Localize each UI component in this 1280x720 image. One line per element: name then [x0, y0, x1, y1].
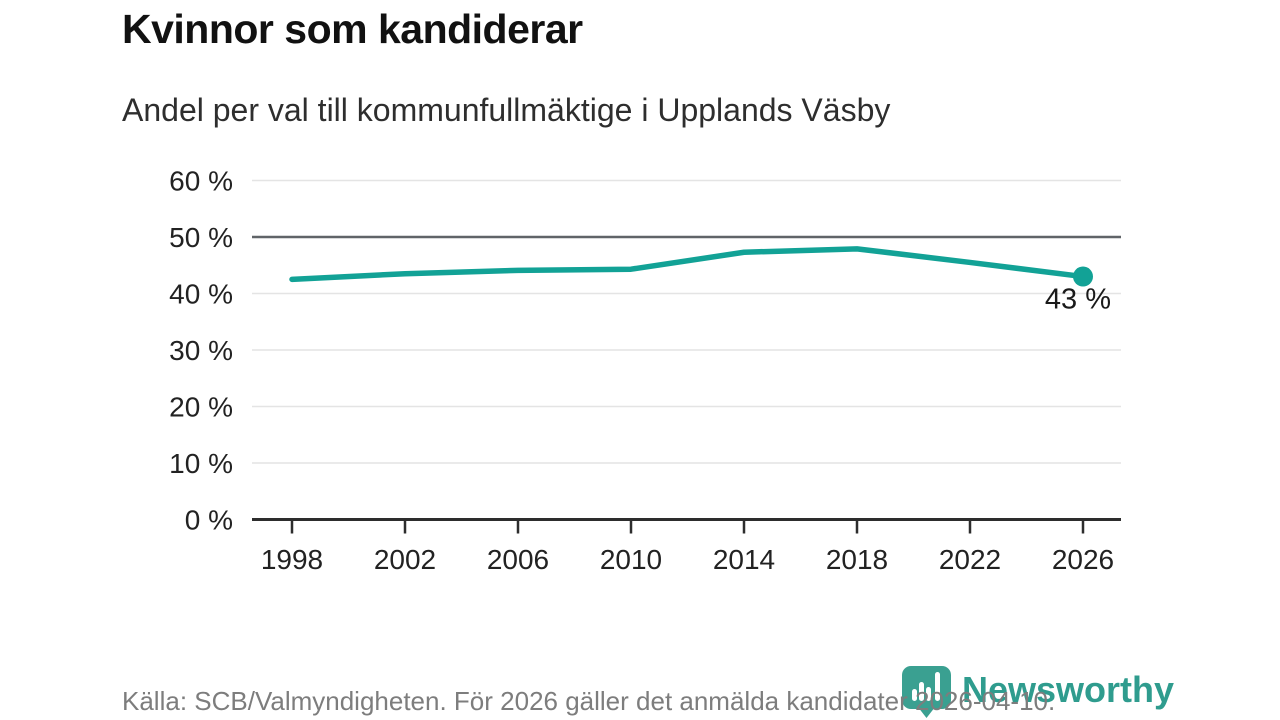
- y-tick-label: 40 %: [169, 279, 233, 310]
- x-tick-label: 1998: [261, 544, 323, 575]
- x-tick-label: 2022: [939, 544, 1001, 575]
- line-chart: 0 % 10 % 20 % 30 % 40 % 50 % 60 % 1998 2002 2006 2…: [169, 166, 1121, 575]
- y-tick-label: 20 %: [169, 392, 233, 423]
- x-tick-label: 2002: [374, 544, 436, 575]
- newsworthy-wordmark: Newsworthy: [962, 669, 1175, 710]
- x-tick-label: 2026: [1052, 544, 1114, 575]
- x-tick-label: 2010: [600, 544, 662, 575]
- source-note: Källa: SCB/Valmyndigheten. För 2026 gäll…: [122, 686, 1056, 716]
- y-tick-label: 10 %: [169, 448, 233, 479]
- x-tick-label: 2014: [713, 544, 775, 575]
- data-line: [289, 246, 1086, 283]
- y-tick-label: 50 %: [169, 222, 233, 253]
- y-tick-label: 60 %: [169, 166, 233, 197]
- end-value-label: 43 %: [1045, 284, 1111, 316]
- chart-subtitle: Andel per val till kommunfullmäktige i U…: [122, 92, 891, 128]
- newsworthy-logo: Newsworthy: [901, 664, 1174, 720]
- x-tick-label: 2006: [487, 544, 549, 575]
- y-tick-label: 30 %: [169, 335, 233, 366]
- y-tick-label: 0 %: [185, 505, 233, 536]
- data-point-2026: [1073, 266, 1093, 287]
- page-title: Kvinnor som kandiderar: [122, 6, 583, 52]
- x-tick-label: 2018: [826, 544, 888, 575]
- newsworthy-pin-barchart-icon: [902, 666, 951, 718]
